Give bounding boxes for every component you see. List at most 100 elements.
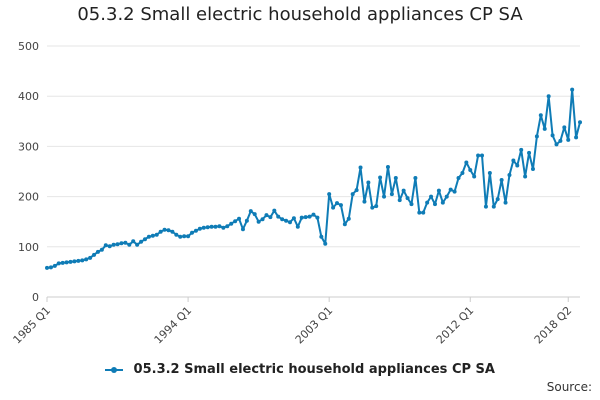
- data-point: [507, 173, 512, 178]
- data-point: [448, 187, 453, 192]
- data-point: [150, 233, 155, 238]
- chart-title: 05.3.2 Small electric household applianc…: [77, 4, 523, 25]
- data-point: [335, 201, 340, 206]
- data-point: [331, 205, 336, 210]
- legend-swatch: [105, 365, 124, 375]
- data-point: [421, 210, 426, 215]
- data-point: [127, 242, 132, 247]
- data-point: [515, 163, 520, 168]
- data-point: [68, 259, 73, 264]
- data-point: [209, 224, 214, 229]
- legend-label: 05.3.2 Small electric household applianc…: [133, 362, 495, 377]
- data-point: [307, 214, 312, 219]
- data-point: [440, 200, 445, 205]
- data-point: [233, 219, 238, 224]
- data-point: [291, 216, 296, 221]
- data-point: [323, 241, 328, 246]
- data-point: [174, 232, 179, 237]
- data-point: [190, 230, 195, 235]
- data-point: [299, 215, 304, 220]
- data-point: [119, 241, 124, 246]
- data-point: [56, 261, 61, 266]
- data-point: [92, 252, 97, 257]
- data-point: [107, 244, 112, 249]
- data-point: [436, 188, 441, 193]
- data-point: [295, 224, 300, 229]
- data-point: [389, 192, 394, 197]
- data-point: [287, 220, 292, 225]
- data-point: [354, 188, 359, 193]
- data-point: [503, 200, 508, 205]
- x-tick-label: 1994 Q1: [152, 304, 195, 347]
- data-point: [123, 240, 128, 245]
- data-point: [393, 176, 398, 181]
- data-point: [272, 208, 277, 213]
- data-point: [346, 216, 351, 221]
- data-point: [276, 214, 281, 219]
- data-point: [370, 205, 375, 210]
- series-line: [46, 88, 581, 269]
- data-point: [554, 142, 559, 147]
- data-point: [186, 234, 191, 239]
- data-point: [570, 87, 575, 92]
- data-point: [534, 134, 539, 139]
- data-point: [240, 227, 245, 232]
- data-point: [566, 137, 571, 142]
- data-point: [374, 204, 379, 209]
- data-point: [319, 234, 324, 239]
- data-point: [256, 219, 261, 224]
- data-point: [578, 120, 582, 125]
- data-point: [95, 249, 100, 254]
- data-point: [146, 234, 151, 239]
- data-point: [401, 188, 406, 193]
- data-point: [158, 229, 163, 234]
- data-point: [60, 260, 65, 265]
- data-point: [382, 194, 387, 199]
- data-point: [64, 260, 69, 265]
- data-point: [72, 259, 77, 264]
- data-point: [542, 126, 547, 131]
- data-point: [487, 171, 492, 176]
- data-point: [48, 265, 53, 270]
- data-point: [315, 215, 320, 220]
- data-point: [366, 180, 371, 185]
- data-point: [162, 227, 167, 232]
- data-point: [213, 224, 218, 229]
- data-point: [574, 135, 579, 140]
- data-point: [80, 258, 85, 263]
- data-point: [456, 176, 461, 181]
- data-point: [229, 221, 234, 226]
- y-tick-label: 200: [18, 191, 39, 204]
- data-point: [530, 166, 535, 171]
- data-point: [413, 176, 418, 181]
- data-point: [303, 215, 308, 220]
- data-point: [193, 228, 198, 233]
- data-point: [197, 226, 202, 231]
- data-point: [480, 153, 485, 158]
- data-point: [115, 242, 120, 247]
- data-point: [182, 234, 187, 239]
- data-point: [135, 242, 140, 247]
- data-point: [362, 199, 367, 204]
- data-point: [342, 222, 347, 227]
- data-point: [432, 202, 437, 207]
- data-point: [519, 147, 524, 152]
- data-point: [327, 192, 332, 197]
- data-point: [205, 225, 210, 230]
- data-point: [221, 225, 226, 230]
- data-point: [405, 196, 410, 201]
- series-layer: [45, 87, 582, 270]
- data-point: [252, 212, 257, 217]
- data-point: [385, 164, 390, 169]
- data-point: [248, 209, 253, 214]
- data-point: [499, 178, 504, 183]
- data-point: [378, 175, 383, 180]
- data-point: [280, 217, 285, 222]
- data-point: [154, 232, 159, 237]
- data-point: [268, 215, 273, 220]
- data-point: [476, 153, 481, 158]
- data-point: [425, 200, 430, 205]
- data-point: [131, 239, 136, 244]
- data-point: [491, 204, 496, 209]
